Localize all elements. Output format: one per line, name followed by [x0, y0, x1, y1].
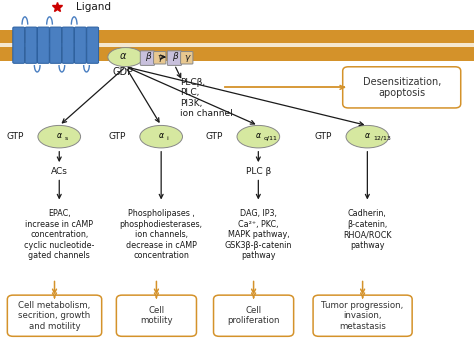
Text: i: i: [167, 136, 169, 140]
Ellipse shape: [38, 126, 81, 148]
FancyBboxPatch shape: [154, 52, 166, 64]
Bar: [0, 47, 474, 61]
Text: Tumor progression,
invasion,
metastasis: Tumor progression, invasion, metastasis: [321, 301, 404, 331]
Ellipse shape: [108, 48, 143, 67]
Text: PLC β: PLC β: [246, 167, 271, 176]
Bar: [0, 43, 474, 47]
FancyBboxPatch shape: [167, 51, 182, 65]
Text: GTP: GTP: [108, 132, 126, 141]
Text: α: α: [57, 131, 62, 140]
Text: Phospholipases ,
phosphodiesterases,
ion channels,
decrease in cAMP
concentratio: Phospholipases , phosphodiesterases, ion…: [119, 209, 203, 260]
Text: Cell metabolism,
secrition, growth
and motility: Cell metabolism, secrition, growth and m…: [18, 301, 91, 331]
Text: β: β: [172, 52, 177, 61]
Text: Cadherin,
β-catenin,
RHOA/ROCK
pathway: Cadherin, β-catenin, RHOA/ROCK pathway: [343, 209, 392, 249]
Text: GTP: GTP: [205, 132, 223, 141]
FancyBboxPatch shape: [140, 51, 155, 65]
Text: Cell
proliferation: Cell proliferation: [228, 306, 280, 326]
Text: Desensitization,
apoptosis: Desensitization, apoptosis: [363, 76, 441, 98]
FancyBboxPatch shape: [62, 27, 74, 63]
Text: s: s: [65, 136, 68, 140]
Text: GDP: GDP: [113, 67, 134, 76]
Bar: [0, 30, 474, 43]
Ellipse shape: [237, 126, 280, 148]
FancyBboxPatch shape: [8, 295, 101, 336]
FancyBboxPatch shape: [117, 295, 196, 336]
Text: Cell
motility: Cell motility: [140, 306, 173, 326]
FancyBboxPatch shape: [213, 295, 293, 336]
Text: DAG, IP3,
Ca²⁺, PKC,
MAPK pathway,
GSK3β-β-catenin
pathway: DAG, IP3, Ca²⁺, PKC, MAPK pathway, GSK3β…: [225, 209, 292, 260]
FancyBboxPatch shape: [343, 67, 461, 108]
Text: q/11: q/11: [264, 136, 278, 140]
FancyBboxPatch shape: [87, 27, 99, 63]
Text: 12/13: 12/13: [373, 136, 391, 140]
FancyBboxPatch shape: [37, 27, 49, 63]
Ellipse shape: [140, 126, 182, 148]
Text: GTP: GTP: [6, 132, 24, 141]
Text: α: α: [365, 131, 370, 140]
Ellipse shape: [346, 126, 389, 148]
FancyBboxPatch shape: [313, 295, 412, 336]
Text: PLCβ,
PLC,
PI3K,
ion channel: PLCβ, PLC, PI3K, ion channel: [180, 78, 233, 118]
FancyBboxPatch shape: [50, 27, 62, 63]
Text: β: β: [145, 52, 150, 61]
Text: α: α: [256, 131, 261, 140]
Text: Ligand: Ligand: [76, 2, 111, 12]
FancyBboxPatch shape: [25, 27, 37, 63]
Text: EPAC,
increase in cAMP
concentration,
cyclic nucleotide-
gated channels: EPAC, increase in cAMP concentration, cy…: [24, 209, 94, 260]
Text: GTP: GTP: [314, 132, 332, 141]
Text: ACs: ACs: [51, 167, 68, 176]
Text: α: α: [159, 131, 164, 140]
FancyBboxPatch shape: [181, 52, 193, 64]
FancyBboxPatch shape: [13, 27, 25, 63]
Text: γ: γ: [184, 53, 190, 62]
Text: γ: γ: [157, 53, 163, 62]
FancyBboxPatch shape: [74, 27, 86, 63]
Text: α: α: [120, 51, 127, 61]
